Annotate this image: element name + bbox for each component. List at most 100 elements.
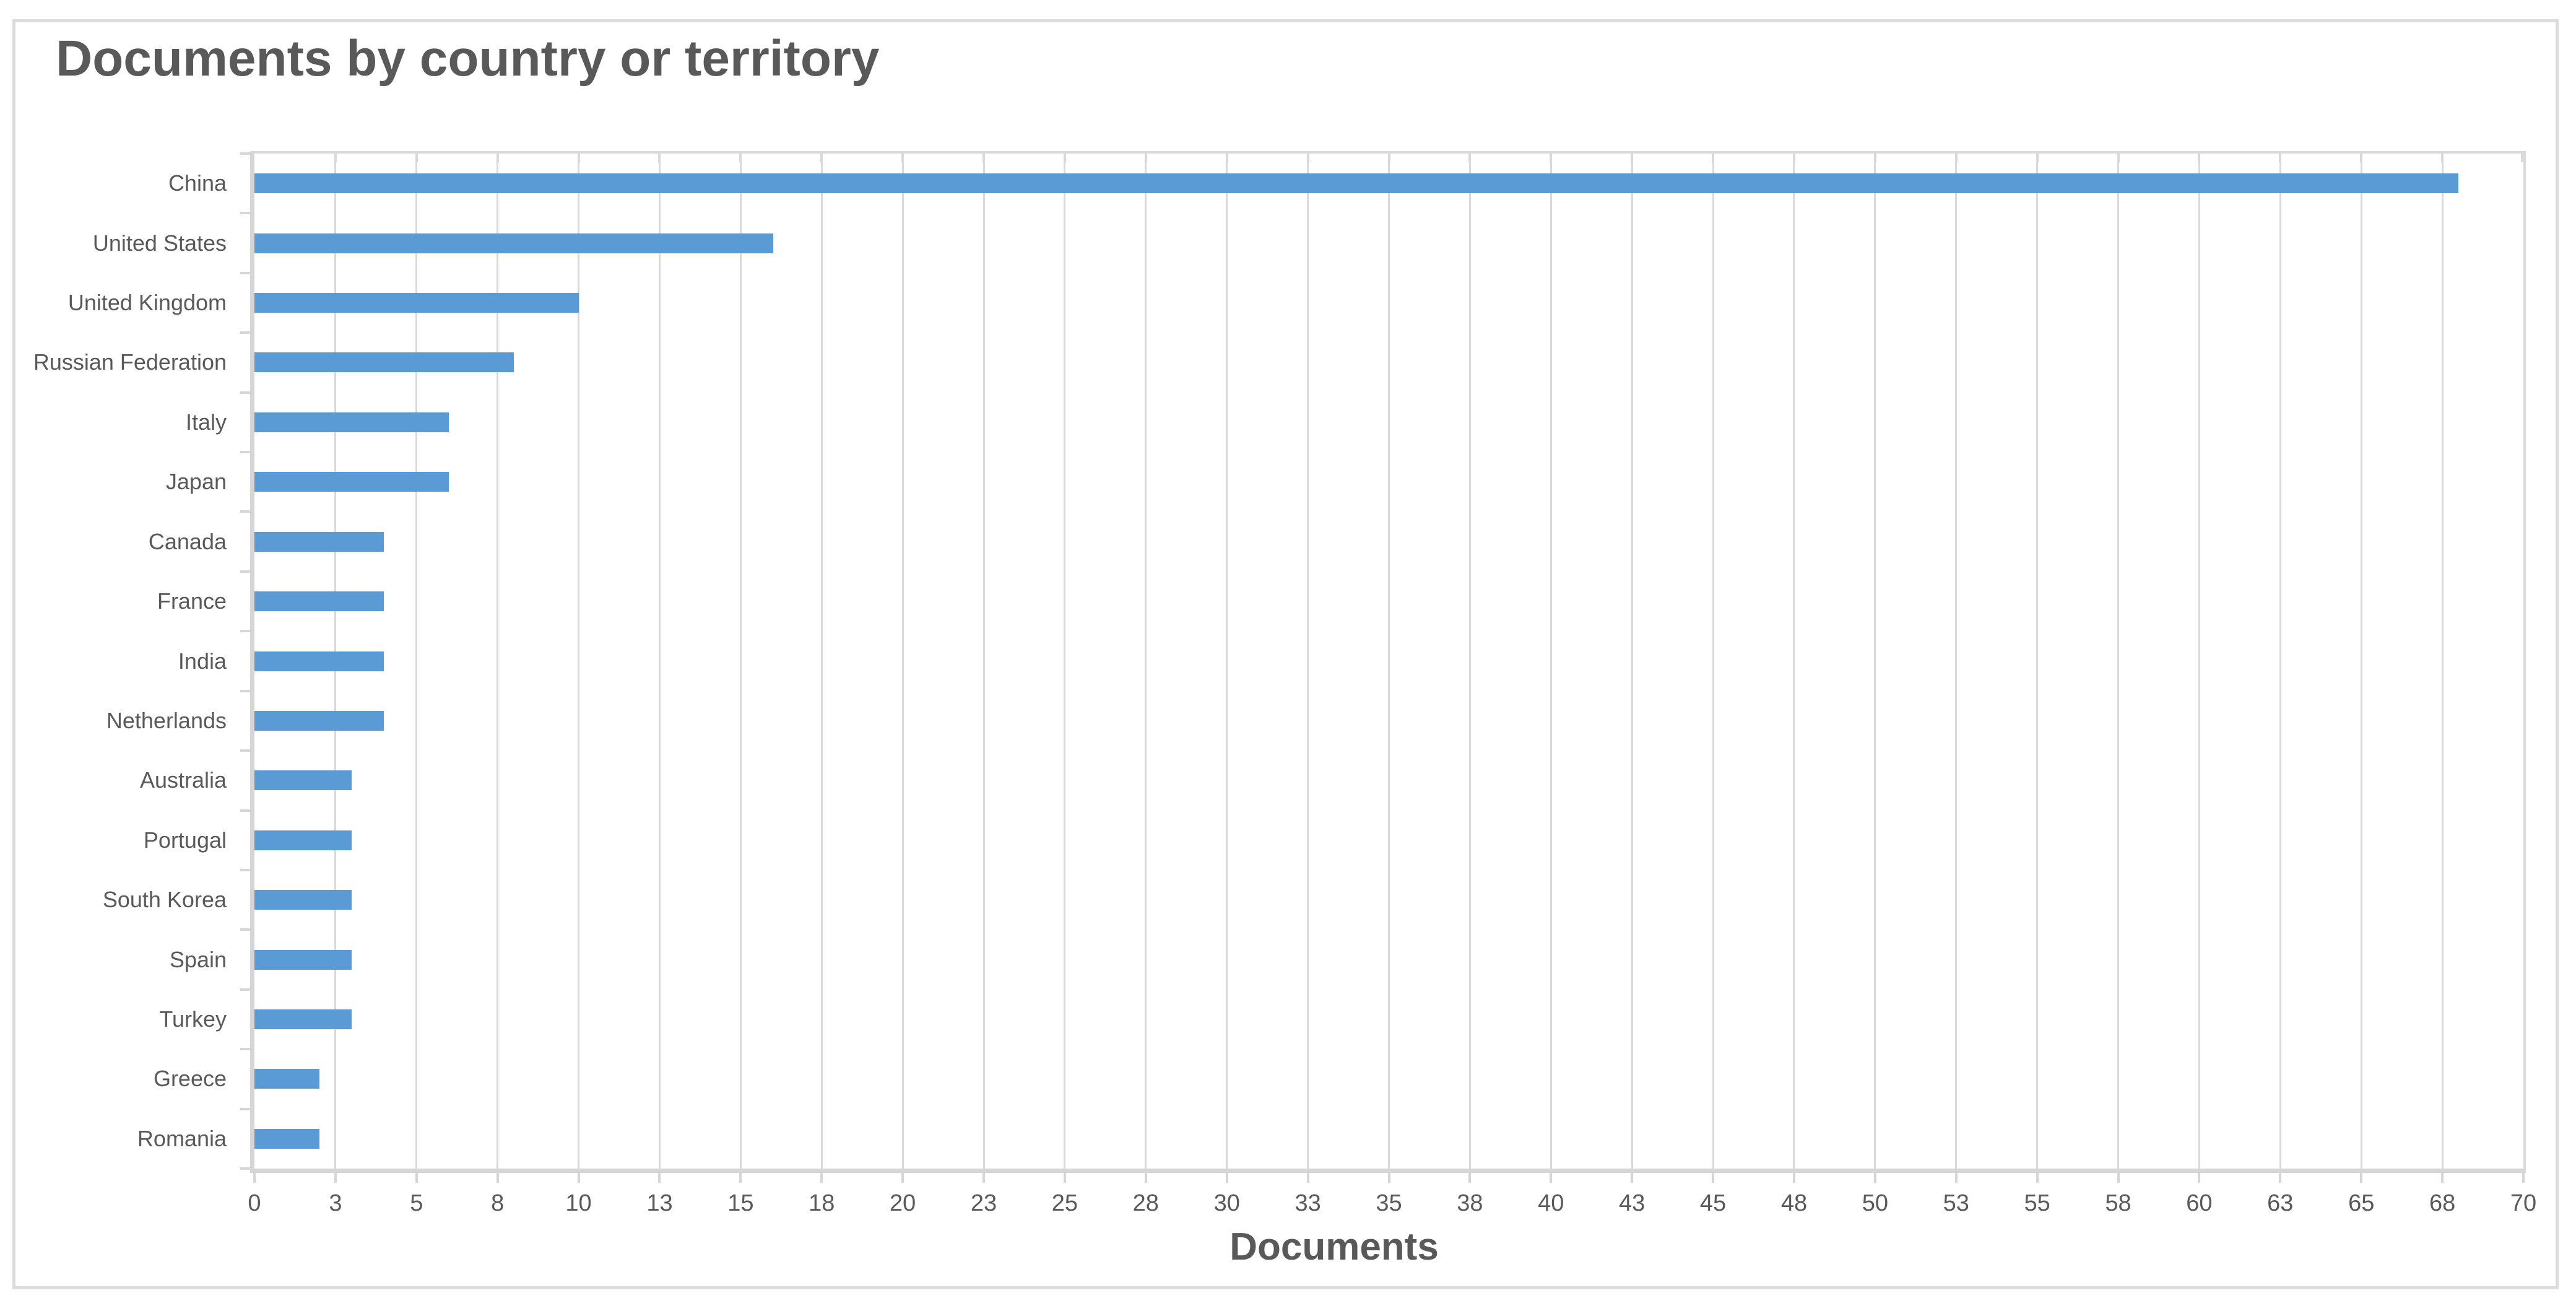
gridline-x-10 [578, 154, 580, 1169]
bar-japan[interactable] [254, 472, 449, 492]
bar-turkey[interactable] [254, 1009, 352, 1029]
x-tick-label-55: 55 [2024, 1190, 2050, 1216]
x-axis-tick [1468, 1173, 1472, 1183]
y-axis-tick [240, 152, 250, 155]
x-tick-label-15: 15 [727, 1190, 754, 1216]
x-tick-label-43: 43 [1619, 1190, 1646, 1216]
gridline-x-22.5 [982, 154, 985, 1169]
x-tick-label-68: 68 [2429, 1190, 2456, 1216]
top-tick [1873, 154, 1876, 162]
top-tick [1712, 154, 1715, 162]
bar-canada[interactable] [254, 531, 384, 552]
gridline-x-62.5 [2279, 154, 2281, 1169]
gridline-x-12.5 [658, 154, 661, 1169]
y-axis-tick [240, 630, 250, 633]
gridline-x-55 [2036, 154, 2039, 1169]
bar-greece[interactable] [254, 1069, 319, 1089]
bar-spain[interactable] [254, 949, 352, 970]
x-tick-label-10: 10 [565, 1190, 592, 1216]
category-label-russian-federation: Russian Federation [33, 349, 227, 375]
top-tick [2117, 154, 2120, 162]
bar-netherlands[interactable] [254, 710, 384, 731]
top-tick [2036, 154, 2039, 162]
category-label-japan: Japan [165, 469, 227, 495]
x-axis-tick [577, 1173, 580, 1183]
category-label-australia: Australia [139, 767, 227, 793]
x-tick-label-65: 65 [2348, 1190, 2375, 1216]
gridline-x-40 [1550, 154, 1552, 1169]
y-axis-tick [240, 988, 250, 991]
x-axis-tick [1712, 1173, 1715, 1183]
x-tick-label-18: 18 [809, 1190, 835, 1216]
category-label-united-states: United States [92, 230, 227, 256]
bar-india[interactable] [254, 651, 384, 671]
bar-united-states[interactable] [254, 233, 773, 253]
x-tick-label-35: 35 [1376, 1190, 1402, 1216]
x-axis-tick [739, 1173, 742, 1183]
x-tick-label-28: 28 [1132, 1190, 1159, 1216]
x-axis-tick [1792, 1173, 1795, 1183]
x-axis-tick [1306, 1173, 1309, 1183]
gridline-x-5 [415, 154, 418, 1169]
top-tick [1225, 154, 1228, 162]
y-axis-tick [240, 809, 250, 812]
y-axis-tick [240, 749, 250, 752]
bar-south-korea[interactable] [254, 890, 352, 910]
top-tick [1063, 154, 1066, 162]
top-tick [901, 154, 904, 162]
category-label-united-kingdom: United Kingdom [67, 290, 227, 316]
x-axis-tick [2198, 1173, 2201, 1183]
bar-russian-federation[interactable] [254, 352, 514, 373]
category-label-india: India [178, 648, 227, 674]
top-tick [739, 154, 742, 162]
bar-france[interactable] [254, 591, 384, 612]
top-tick [1144, 154, 1147, 162]
y-axis-tick [240, 868, 250, 871]
top-tick [2279, 154, 2282, 162]
gridline-x-50 [1874, 154, 1876, 1169]
y-axis-tick [240, 570, 250, 573]
x-tick-label-30: 30 [1213, 1190, 1240, 1216]
bar-china[interactable] [254, 173, 2459, 194]
bar-portugal[interactable] [254, 830, 352, 850]
y-axis-tick [240, 1107, 250, 1110]
category-label-greece: Greece [153, 1066, 227, 1092]
category-label-spain: Spain [169, 946, 227, 972]
bar-italy[interactable] [254, 412, 449, 432]
x-axis-tick [1631, 1173, 1634, 1183]
x-axis-tick [1550, 1173, 1553, 1183]
gridline-x-42.5 [1631, 154, 1633, 1169]
x-axis-tick [901, 1173, 904, 1183]
x-axis-tick [2522, 1173, 2525, 1183]
y-axis-tick [240, 928, 250, 931]
bar-australia[interactable] [254, 770, 352, 791]
gridline-x-57.5 [2117, 154, 2120, 1169]
gridline-x-7.5 [497, 154, 499, 1169]
gridline-x-25 [1064, 154, 1066, 1169]
top-tick [1468, 154, 1472, 162]
top-tick [496, 154, 499, 162]
bar-united-kingdom[interactable] [254, 293, 579, 313]
y-axis-tick [240, 689, 250, 692]
top-tick [1550, 154, 1553, 162]
gridline-x-60 [2198, 154, 2200, 1169]
category-label-canada: Canada [148, 528, 227, 554]
x-tick-label-50: 50 [1862, 1190, 1888, 1216]
chart-title: Documents by country or territory [56, 30, 880, 87]
x-tick-label-38: 38 [1457, 1190, 1483, 1216]
y-axis-tick [240, 1167, 250, 1170]
bar-romania[interactable] [254, 1128, 319, 1149]
y-axis-tick [240, 1048, 250, 1051]
x-tick-label-5: 5 [410, 1190, 423, 1216]
x-tick-label-60: 60 [2186, 1190, 2213, 1216]
x-tick-label-53: 53 [1943, 1190, 1969, 1216]
gridline-x-65 [2360, 154, 2362, 1169]
top-tick [334, 154, 337, 162]
y-axis-tick [240, 331, 250, 334]
category-label-france: France [157, 588, 227, 614]
x-tick-label-58: 58 [2105, 1190, 2131, 1216]
x-tick-label-33: 33 [1295, 1190, 1321, 1216]
gridline-x-52.5 [1955, 154, 1958, 1169]
x-axis-tick [2441, 1173, 2444, 1183]
x-tick-label-70: 70 [2510, 1190, 2537, 1216]
